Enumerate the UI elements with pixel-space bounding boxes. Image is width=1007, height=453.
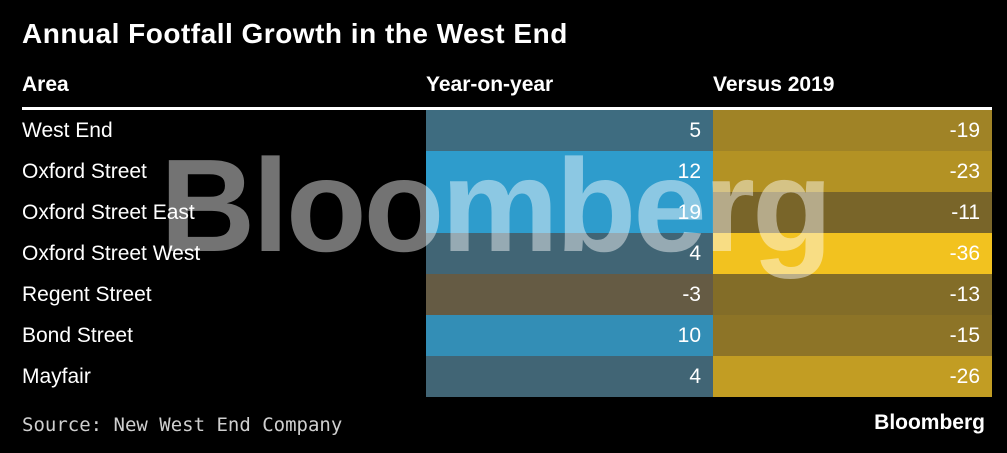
header-divider bbox=[22, 107, 992, 110]
column-header-area: Area bbox=[22, 73, 69, 96]
year-on-year-cell: -3 bbox=[426, 274, 713, 315]
area-cell: Regent Street bbox=[22, 283, 152, 306]
year-on-year-cell: 12 bbox=[426, 151, 713, 192]
table-row: Bond Street 10 -15 bbox=[0, 315, 1007, 356]
table-row: Oxford Street 12 -23 bbox=[0, 151, 1007, 192]
versus-2019-cell: -11 bbox=[713, 192, 992, 233]
versus-2019-cell: -13 bbox=[713, 274, 992, 315]
versus-2019-cell: -23 bbox=[713, 151, 992, 192]
column-header-year-on-year: Year-on-year bbox=[426, 73, 554, 96]
table-body: West End 5 -19 Oxford Street 12 -23 Oxford Str… bbox=[0, 110, 1007, 397]
table-row: Regent Street -3 -13 bbox=[0, 274, 1007, 315]
table-row: West End 5 -19 bbox=[0, 110, 1007, 151]
area-cell: Oxford Street bbox=[22, 160, 147, 183]
table-row: Mayfair 4 -26 bbox=[0, 356, 1007, 397]
area-cell: Mayfair bbox=[22, 365, 91, 388]
area-cell: Bond Street bbox=[22, 324, 133, 347]
chart-title: Annual Footfall Growth in the West End bbox=[22, 18, 568, 49]
versus-2019-cell: -19 bbox=[713, 110, 992, 151]
year-on-year-cell: 5 bbox=[426, 110, 713, 151]
versus-2019-cell: -36 bbox=[713, 233, 992, 274]
versus-2019-cell: -15 bbox=[713, 315, 992, 356]
area-cell: Oxford Street West bbox=[22, 242, 201, 265]
source-note: Source: New West End Company bbox=[22, 414, 343, 436]
column-header-versus-2019: Versus 2019 bbox=[713, 73, 835, 96]
year-on-year-cell: 19 bbox=[426, 192, 713, 233]
area-cell: Oxford Street East bbox=[22, 201, 195, 224]
table-row: Oxford Street West 4 -36 bbox=[0, 233, 1007, 274]
year-on-year-cell: 10 bbox=[426, 315, 713, 356]
year-on-year-cell: 4 bbox=[426, 356, 713, 397]
year-on-year-cell: 4 bbox=[426, 233, 713, 274]
versus-2019-cell: -26 bbox=[713, 356, 992, 397]
brand-logo: Bloomberg bbox=[874, 411, 985, 434]
table-row: Oxford Street East 19 -11 bbox=[0, 192, 1007, 233]
area-cell: West End bbox=[22, 119, 113, 142]
